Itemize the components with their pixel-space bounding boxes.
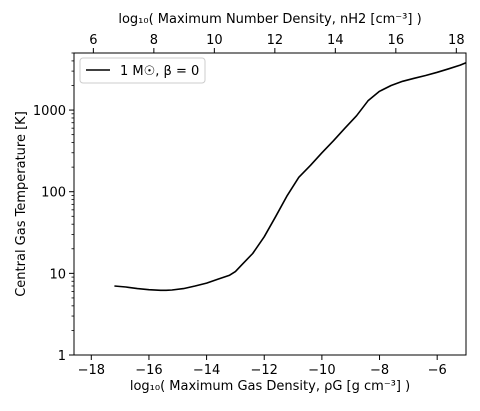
x2-tick-label: 10 [206,33,223,48]
x-tick-label: −10 [308,363,335,378]
y-tick-label: 1000 [33,104,66,119]
x2-tick-label: 16 [388,33,405,48]
legend-label-1: 1 M☉, β = 0 [120,64,199,79]
x2-tick-label: 14 [327,33,344,48]
x-tick-label: −16 [135,363,162,378]
x-tick-label: −8 [370,363,389,378]
x2-tick-label: 18 [448,33,465,48]
x-tick-label: −12 [251,363,278,378]
ticks-layer: −18 −16 −14 −12 −10 −8 −6 6 8 10 12 14 16 18 1 10 100 100… [33,33,465,378]
x2-axis-title: log₁₀( Maximum Number Density, nH2 [cm⁻³… [118,12,421,27]
x2-tick-label: 8 [150,33,158,48]
plot-area [74,53,466,355]
x-tick-label: −18 [78,363,105,378]
x2-tick-label: 6 [89,33,97,48]
y-axis-title: Central Gas Temperature [K] [14,111,29,297]
x2-tick-label: 12 [267,33,284,48]
legend-box [79,57,206,84]
x-tick-label: −14 [193,363,220,378]
series-layer [114,61,467,292]
x-tick-label: −6 [428,363,447,378]
plot-frame [73,52,467,356]
legend: 1 M☉, β = 0 [79,57,206,84]
y-tick-label: 100 [41,186,66,201]
x-axis-title: log₁₀( Maximum Gas Density, ρG [g cm⁻³] … [130,379,410,394]
y-tick-label: 1 [58,349,66,364]
series-line-1 [114,61,467,292]
y-tick-label: 10 [49,267,66,282]
